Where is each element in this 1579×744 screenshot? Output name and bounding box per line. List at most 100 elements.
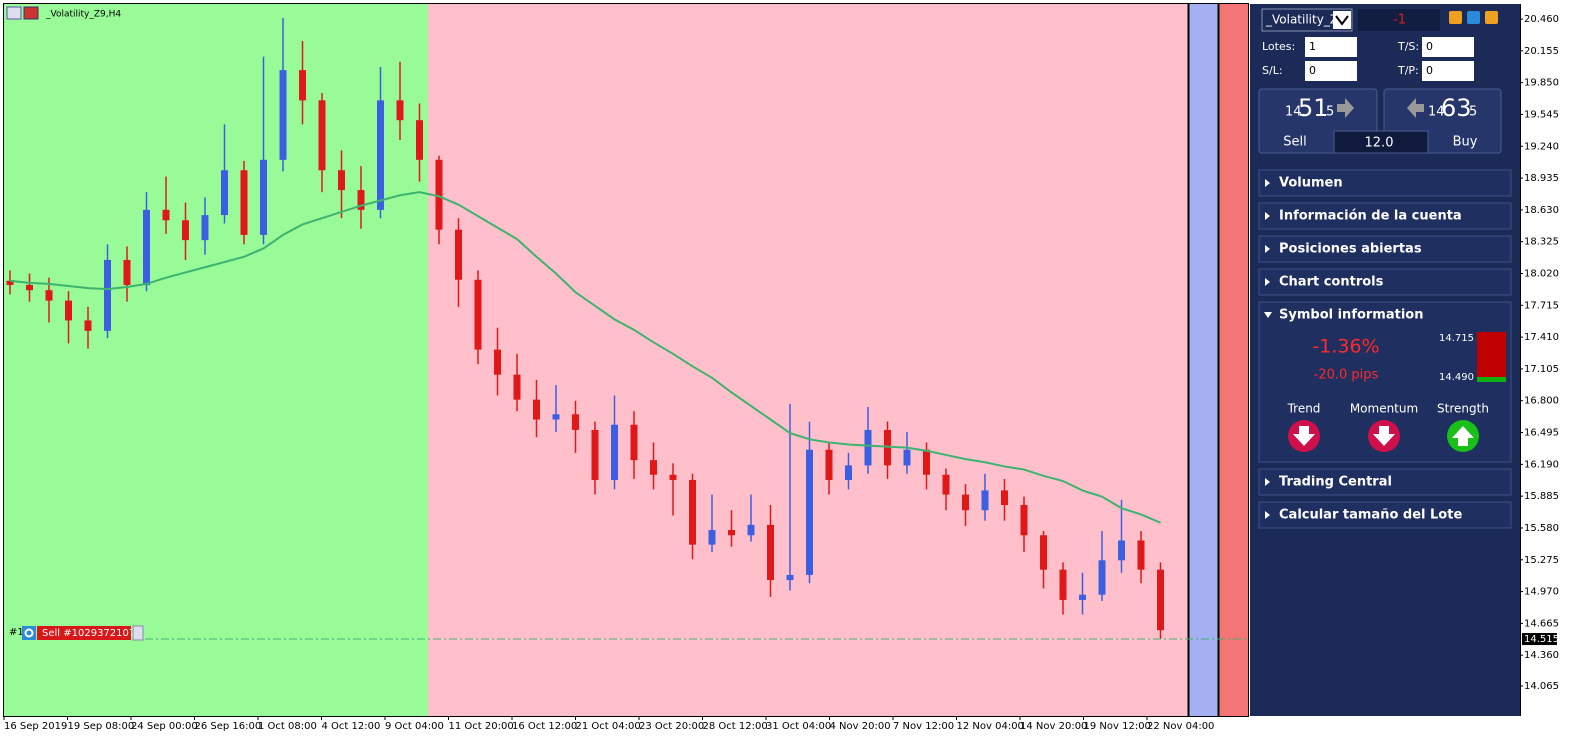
price-small: 14. [1285,105,1306,120]
pips: -20.0 pips [1314,368,1379,383]
y-tick-label: 19.850 [1524,78,1559,89]
price-tag [1522,633,1557,646]
candle-body [572,414,579,430]
section-title: Symbol information [1279,308,1424,323]
section-header[interactable] [1258,501,1512,529]
candle-body [1157,569,1164,631]
candle-body [162,209,170,221]
section-header[interactable] [1258,202,1512,230]
candle-body [240,170,248,235]
signal-box [1358,9,1440,31]
icon[interactable] [1449,11,1462,24]
order-label: Sell #1029372107 [42,628,135,639]
x-tick-label: 26 Sep 16:00 [195,721,262,732]
day-high: 14.715 [1439,333,1474,344]
candle-body [435,159,443,230]
y-tick-label: 14.665 [1524,618,1559,629]
candle-body [221,170,228,216]
y-tick-label: 16.190 [1524,459,1559,470]
y-tick-label: 16.495 [1524,428,1559,439]
candle-body [1118,540,1125,561]
x-tick-label: 24 Sep 00:00 [131,721,198,732]
field-label: T/S: [1397,40,1419,53]
band-red [1219,4,1248,716]
symbol-select[interactable] [1261,8,1353,32]
section-title: Calcular tamaño del Lote [1279,508,1462,523]
symbol: _Volatility_Z [1265,13,1338,27]
field-input[interactable] [1422,37,1474,57]
y-tick-label: 18.630 [1524,205,1559,216]
icon[interactable] [1467,11,1480,24]
candle-body [884,429,891,466]
arrow-left [1407,98,1424,118]
candle-body [318,100,326,171]
section-header[interactable] [1258,268,1512,296]
x-tick-label: 14 Nov 20:00 [1020,721,1087,732]
x-tick-label: 16 Sep 2019 [4,721,67,732]
field-input[interactable] [1422,61,1474,81]
order-close[interactable] [132,625,144,641]
order-box[interactable] [37,626,131,640]
y-tick-label: 15.580 [1524,523,1559,534]
candle-body [299,70,306,101]
section-title: Volumen [1279,176,1343,191]
sell-label: Sell [1283,135,1306,150]
y-tick-label: 17.105 [1524,364,1559,375]
candle-body [513,374,521,400]
x-tick-label: 7 Nov 12:00 [893,721,954,732]
section-caret [1265,179,1270,187]
section-header[interactable] [1258,235,1512,263]
candle-body [1079,594,1086,600]
buy-label: Buy [1453,135,1478,150]
x-tick-label: 28 Oct 12:00 [703,721,768,732]
field-value: 1 [1309,40,1316,53]
y-tick-label: 20.460 [1524,14,1559,25]
candle-body [45,290,53,301]
y-tick-label: 14.360 [1524,650,1559,661]
dropdown[interactable] [1333,11,1351,29]
y-tick-label: 19.545 [1524,109,1559,120]
order-gear[interactable] [22,626,36,640]
icon[interactable] [1485,11,1498,24]
candle-body [1137,540,1145,570]
section-header[interactable] [1258,468,1512,496]
candle-body [806,449,813,575]
y-tick-label: 14.065 [1524,681,1559,692]
indicator-label: Trend [1287,402,1321,416]
field-input[interactable] [1305,37,1357,57]
y-tick-label: 20.155 [1524,46,1559,57]
candle-body [767,524,774,581]
candle-body [455,229,462,280]
candle-body [630,424,638,461]
section-title: Chart controls [1279,275,1384,290]
x-tick-label: 19 Nov 12:00 [1084,721,1151,732]
x-tick-label: 31 Oct 04:00 [766,721,831,732]
candle-body [650,460,657,475]
change: -1.36% [1312,336,1379,358]
section-title: Posiciones abiertas [1279,242,1422,257]
candle-body [1040,535,1047,570]
section-caret [1265,278,1270,286]
arrow-down [1373,426,1395,446]
zone-pink [428,4,1188,716]
moving-average [9,191,1161,524]
field-input[interactable] [1305,61,1357,81]
y-tick-label: 18.935 [1524,173,1559,184]
candle-body [1059,569,1067,600]
section-caret [1265,212,1270,220]
zone-green [4,4,428,716]
candle-body [143,209,150,285]
field-value: 0 [1309,64,1316,77]
candle-body [396,100,404,121]
x-tick-label: 4 Oct 12:00 [322,721,381,732]
section-header[interactable] [1258,169,1512,197]
candle-body [708,530,716,545]
candle-body [123,259,131,285]
x-tick-label: 16 Oct 12:00 [512,721,577,732]
indicator-label: Momentum [1350,402,1418,416]
candle-body [962,494,969,511]
section-caret [1265,478,1270,486]
arrow-down [1293,426,1315,446]
candle-body [26,284,33,291]
x-tick-label: 23 Oct 20:00 [639,721,704,732]
